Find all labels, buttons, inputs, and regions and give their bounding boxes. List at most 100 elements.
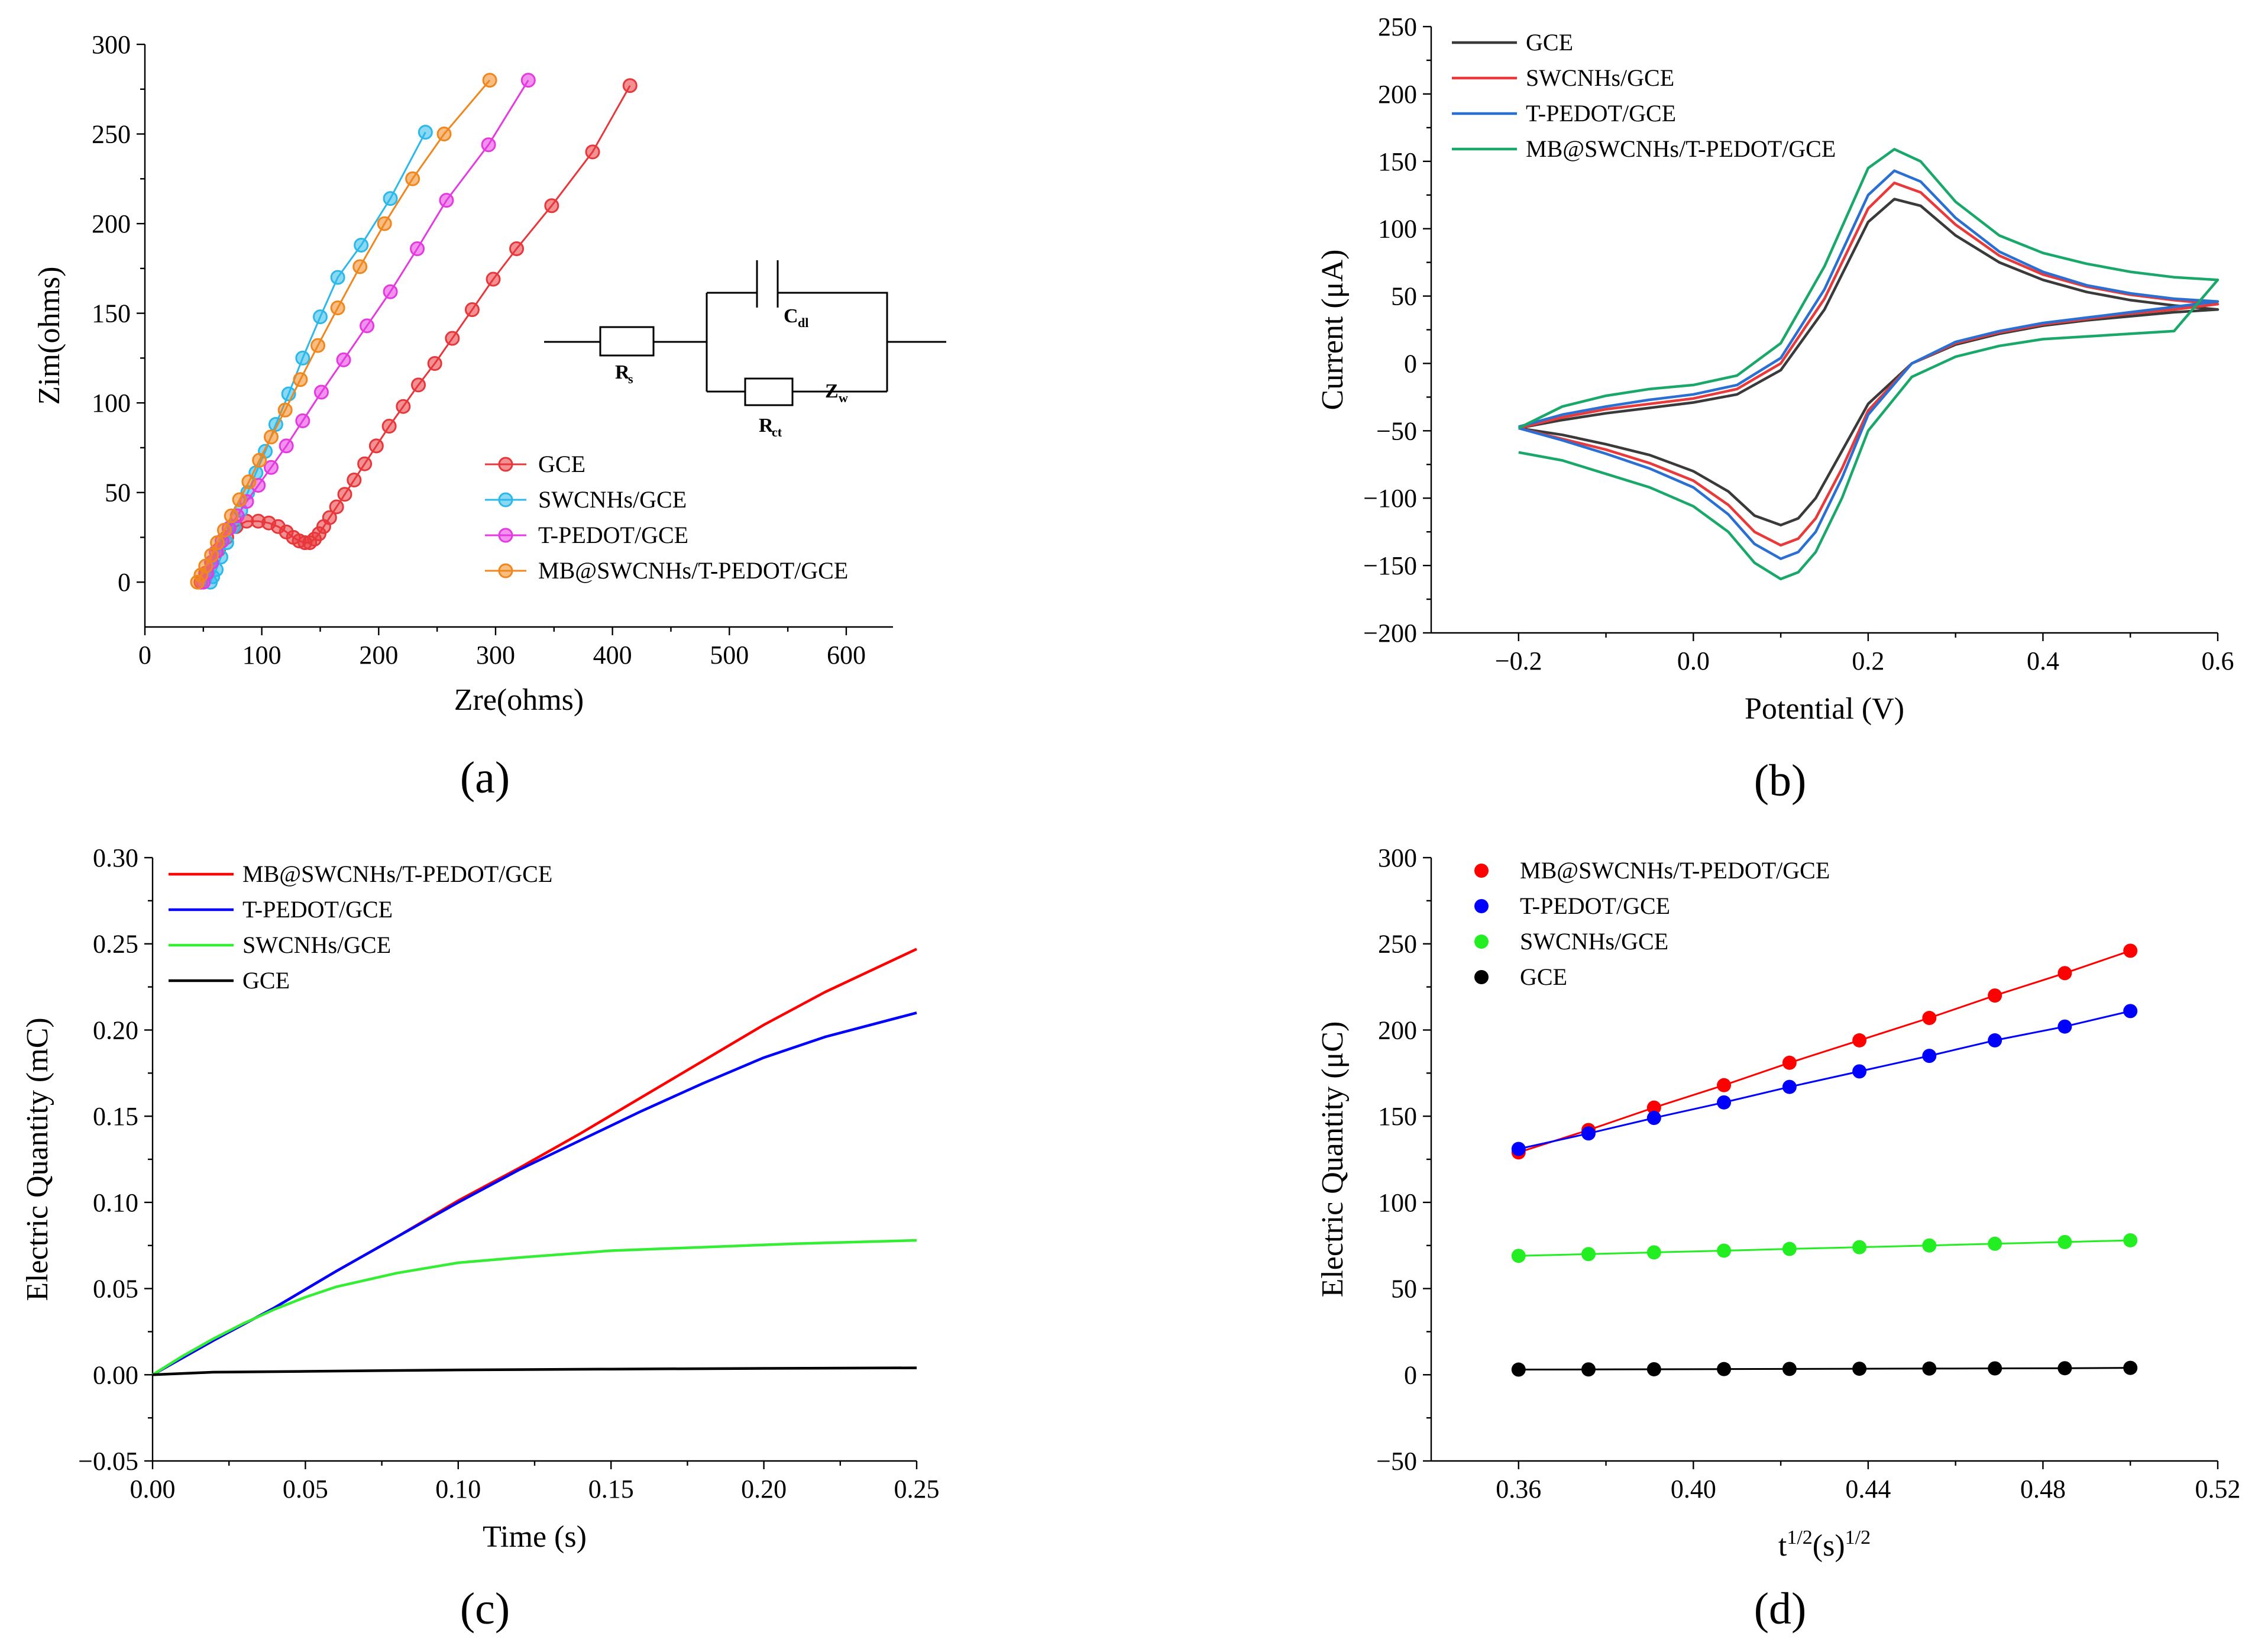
data-point: [330, 270, 345, 285]
legend-label: T-PEDOT/GCE: [1520, 893, 1670, 919]
data-point: [329, 499, 344, 515]
data-point: [544, 198, 559, 214]
data-point: [2123, 1233, 2138, 1247]
y-tick-label: −0.05: [78, 1447, 138, 1476]
series-line-3: [1518, 1367, 2131, 1370]
x-tick-label: 0.4: [2027, 646, 2059, 675]
data-point: [347, 472, 362, 487]
data-point: [1922, 1361, 1937, 1376]
data-point: [1852, 1033, 1867, 1048]
data-point: [313, 384, 329, 400]
data-point: [1717, 1078, 1732, 1092]
data-point: [1782, 1242, 1797, 1256]
data-point: [354, 237, 369, 253]
data-point: [224, 508, 239, 523]
data-point: [445, 331, 460, 346]
data-point: [1581, 1247, 1596, 1262]
x-tick-label: 0.2: [1852, 646, 1884, 675]
x-tick-label: 0.36: [1496, 1475, 1541, 1504]
data-point: [2123, 943, 2138, 958]
x-tick-label: 0.40: [1671, 1475, 1716, 1504]
circuit-wire: [653, 292, 946, 393]
data-point: [1646, 1100, 1661, 1115]
legend-marker: [1474, 864, 1489, 878]
x-tick-label: −0.2: [1495, 646, 1542, 675]
series-line-1: [1518, 181, 2220, 547]
data-point: [263, 429, 279, 445]
data-point: [1646, 1111, 1661, 1126]
y-tick-label: 200: [1378, 1016, 1417, 1045]
series-line-1: [1518, 1010, 2131, 1150]
legend-label: SWCNHs/GCE: [538, 486, 687, 513]
y-tick-label: 0: [1404, 349, 1417, 378]
data-point: [427, 355, 442, 371]
data-point: [337, 487, 352, 502]
legend-label: MB@SWCNHs/T-PEDOT/GCE: [242, 861, 552, 887]
data-point: [1782, 1055, 1797, 1070]
data-point: [322, 510, 337, 525]
x-tick-label: 100: [242, 641, 282, 670]
y-tick-label: 200: [92, 209, 131, 238]
label-rs: R: [615, 361, 630, 383]
legend-label: SWCNHs/GCE: [242, 932, 391, 958]
x-tick-label: 0.52: [2195, 1475, 2241, 1504]
x-tick-label: 0.48: [2020, 1475, 2066, 1504]
panel-d: 0.36 0.40 0.44 0.48 0.52 −50 0 50 100 150 200 250 30…: [1316, 843, 2241, 1634]
data-point: [377, 216, 392, 231]
y-tick-label: −50: [1376, 416, 1417, 445]
data-point: [1852, 1362, 1867, 1376]
data-point: [357, 456, 373, 471]
label-zw-sub: w: [839, 390, 848, 405]
series-line-1: [151, 1011, 917, 1376]
data-point: [585, 144, 600, 160]
data-point: [411, 377, 426, 393]
y-tick-label: 50: [1391, 282, 1417, 311]
resistor-rs: [599, 326, 655, 357]
data-point: [1511, 1362, 1526, 1377]
label-rct: R: [759, 415, 774, 437]
data-point: [2057, 966, 2072, 981]
x-tick-label: 200: [359, 641, 398, 670]
data-point: [1717, 1362, 1732, 1376]
data-point: [1988, 1236, 2002, 1251]
data-point: [381, 419, 397, 434]
legend-label: MB@SWCNHs/T-PEDOT/GCE: [538, 557, 848, 584]
series-line-3: [152, 1366, 917, 1376]
data-point: [1782, 1362, 1797, 1376]
data-point: [509, 241, 525, 257]
y-tick-label: −50: [1376, 1447, 1417, 1476]
data-point: [1782, 1079, 1797, 1094]
panel-label: (b): [1754, 756, 1807, 806]
data-point: [1852, 1064, 1867, 1079]
y-tick-label: 200: [1378, 80, 1417, 109]
equivalent-circuit-inset: Rs C dl Rct Z w: [544, 260, 946, 439]
data-point: [482, 73, 497, 88]
data-point: [210, 535, 225, 551]
legend-label: T-PEDOT/GCE: [242, 896, 393, 923]
y-tick-label: 0.25: [93, 930, 138, 959]
legend-marker: [498, 457, 513, 472]
legend-label: SWCNHs/GCE: [1520, 928, 1668, 955]
data-point: [622, 78, 638, 93]
data-point: [1922, 1238, 1937, 1253]
data-point: [418, 125, 433, 140]
x-tick-label: 0.44: [1845, 1475, 1891, 1504]
y-tick-label: 300: [1378, 843, 1417, 872]
y-tick-label: 100: [1378, 215, 1417, 244]
data-point: [352, 259, 368, 274]
y-tick-label: 150: [1378, 147, 1417, 176]
data-point: [204, 548, 219, 563]
data-point: [1717, 1095, 1732, 1110]
x-tick-label: 0.0: [1677, 646, 1710, 675]
data-point: [330, 300, 345, 316]
data-point: [295, 413, 310, 428]
y-tick-label: 300: [92, 30, 131, 59]
y-tick-label: 50: [1391, 1275, 1417, 1304]
resistor-rct: [744, 377, 794, 406]
x-tick-label: 0: [138, 641, 151, 670]
legend-marker: [1474, 970, 1489, 984]
legend-label: MB@SWCNHs/T-PEDOT/GCE: [1520, 857, 1830, 884]
data-point: [405, 171, 420, 186]
legend-marker: [498, 492, 513, 507]
x-tick-label: 0.05: [283, 1475, 328, 1504]
